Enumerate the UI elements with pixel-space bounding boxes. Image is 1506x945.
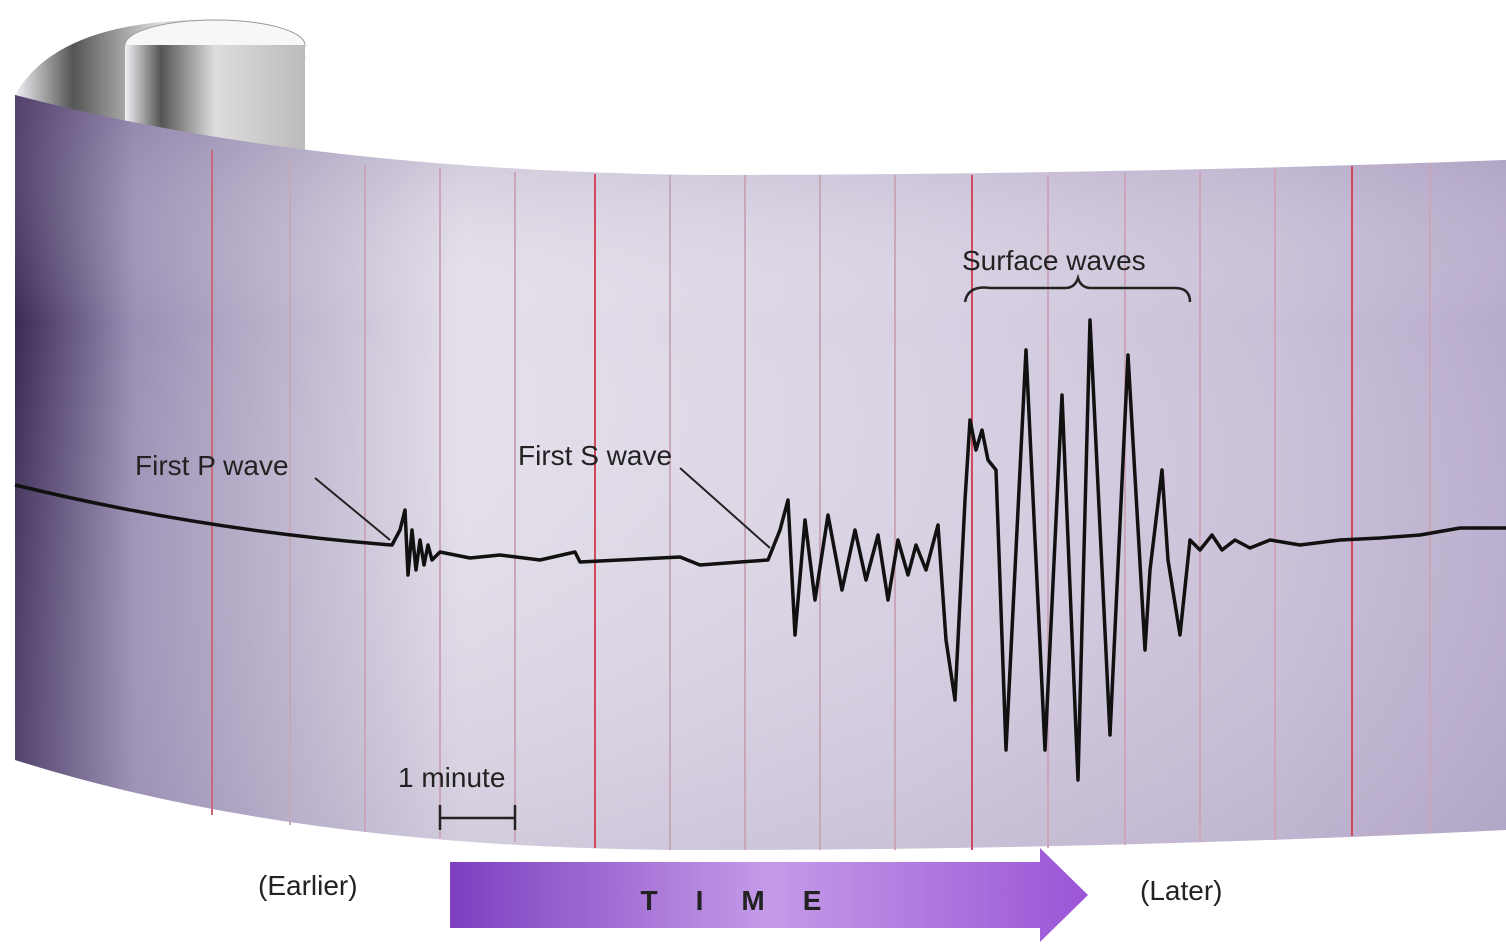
earlier-label: (Earlier) xyxy=(258,870,358,901)
s-wave-label: First S wave xyxy=(518,440,672,471)
p-wave-label: First P wave xyxy=(135,450,289,481)
seismogram-diagram: First P wave First S wave Surface waves … xyxy=(0,0,1506,945)
later-label: (Later) xyxy=(1140,875,1222,906)
scale-label: 1 minute xyxy=(398,762,505,793)
time-label: TIME xyxy=(641,885,860,916)
surface-waves-label: Surface waves xyxy=(962,245,1146,276)
